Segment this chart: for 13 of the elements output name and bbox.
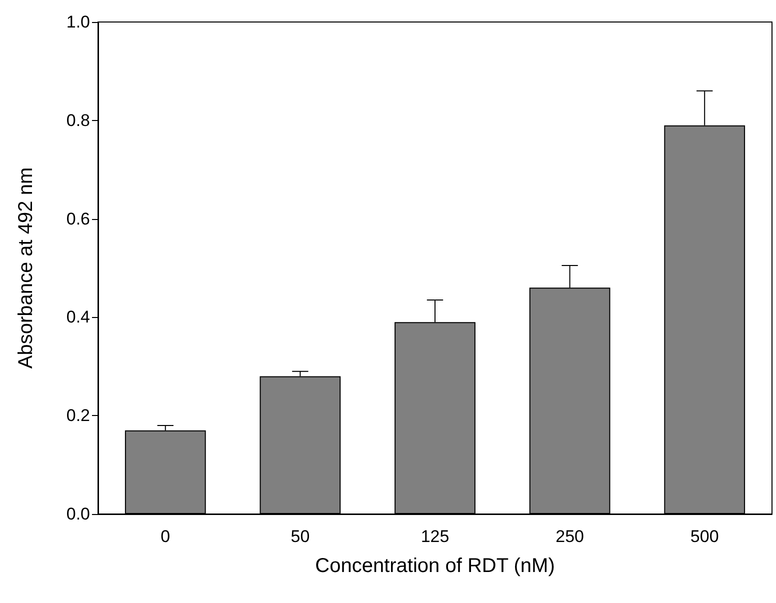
y-tick-label: 0.4 xyxy=(66,308,90,327)
y-tick-label: 0.6 xyxy=(66,209,90,228)
x-tick-label: 250 xyxy=(556,527,584,546)
y-tick-label: 0.0 xyxy=(66,504,90,524)
y-tick-label: 1.0 xyxy=(66,12,90,32)
x-tick-label: 50 xyxy=(290,527,310,546)
x-tick-label: 125 xyxy=(420,527,450,546)
x-tick-label: 500 xyxy=(690,527,719,546)
y-axis-title: Absorbance at 492 nm xyxy=(15,167,37,369)
x-tick-label: 0 xyxy=(160,527,170,546)
y-tick-label: 0.2 xyxy=(66,406,90,426)
x-axis-title: Concentration of RDT (nM) xyxy=(315,555,555,577)
y-tick-label: 0.8 xyxy=(66,110,90,130)
